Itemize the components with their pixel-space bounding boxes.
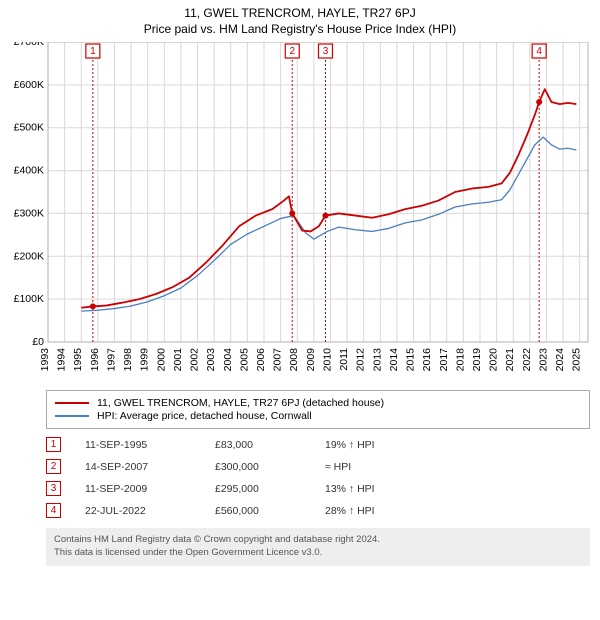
x-tick-label: 2010	[321, 348, 333, 372]
series-hpi	[81, 137, 576, 311]
legend-label: HPI: Average price, detached house, Corn…	[97, 410, 312, 422]
x-tick-label: 1996	[89, 348, 101, 372]
events-table: 1 11-SEP-1995£83,00019% ↑ HPI 2 14-SEP-2007…	[46, 437, 590, 518]
x-tick-label: 2003	[205, 348, 217, 372]
event-price: £295,000	[215, 483, 325, 495]
event-price: £560,000	[215, 505, 325, 517]
event-note: ≈ HPI	[325, 461, 351, 473]
x-tick-label: 2005	[238, 348, 250, 372]
x-tick-label: 2019	[471, 348, 483, 372]
footer-line-2: This data is licensed under the Open Gov…	[54, 547, 582, 560]
x-tick-label: 2024	[554, 348, 566, 372]
x-tick-label: 2002	[189, 348, 201, 372]
y-tick-label: £600K	[14, 79, 44, 91]
x-tick-label: 2023	[537, 348, 549, 372]
footer-line-1: Contains HM Land Registry data © Crown c…	[54, 534, 582, 547]
chart-marker-2: 2	[289, 46, 295, 57]
event-row: 3 11-SEP-2009£295,00013% ↑ HPI	[46, 481, 590, 496]
x-tick-label: 2016	[421, 348, 433, 372]
x-tick-label: 1993	[39, 348, 51, 372]
x-tick-label: 2013	[371, 348, 383, 372]
event-id-box: 2	[46, 459, 61, 474]
chart-titles: 11, GWEL TRENCROM, HAYLE, TR27 6PJ Price…	[0, 0, 600, 36]
x-tick-label: 1997	[105, 348, 117, 372]
event-note: 13% ↑ HPI	[325, 483, 375, 495]
legend-swatch	[55, 402, 89, 404]
event-price: £300,000	[215, 461, 325, 473]
event-date: 11-SEP-1995	[85, 439, 215, 451]
legend-swatch	[55, 415, 89, 416]
x-tick-label: 2004	[222, 348, 234, 372]
y-tick-label: £700K	[14, 42, 44, 48]
x-tick-label: 2021	[504, 348, 516, 372]
x-tick-label: 2006	[255, 348, 267, 372]
legend: 11, GWEL TRENCROM, HAYLE, TR27 6PJ (deta…	[46, 390, 590, 429]
x-tick-label: 2025	[571, 348, 583, 372]
event-date: 14-SEP-2007	[85, 461, 215, 473]
event-row: 2 14-SEP-2007£300,000≈ HPI	[46, 459, 590, 474]
x-tick-label: 2018	[454, 348, 466, 372]
x-tick-label: 2015	[405, 348, 417, 372]
x-tick-label: 1995	[72, 348, 84, 372]
x-tick-label: 2012	[355, 348, 367, 372]
x-tick-label: 2020	[488, 348, 500, 372]
event-date: 11-SEP-2009	[85, 483, 215, 495]
event-id-box: 4	[46, 503, 61, 518]
x-tick-label: 2009	[305, 348, 317, 372]
y-tick-label: £400K	[14, 165, 44, 177]
legend-item: HPI: Average price, detached house, Corn…	[55, 410, 581, 422]
x-tick-label: 1994	[56, 348, 68, 372]
x-tick-label: 1998	[122, 348, 134, 372]
chart-area: 1993 1994 1995 1996 1997 1998 1999 2000 2001 2002…	[0, 42, 600, 386]
event-dot	[90, 303, 96, 309]
event-date: 22-JUL-2022	[85, 505, 215, 517]
y-tick-label: £500K	[14, 122, 44, 134]
event-row: 4 22-JUL-2022£560,00028% ↑ HPI	[46, 503, 590, 518]
event-dot	[536, 99, 542, 105]
event-id-box: 3	[46, 481, 61, 496]
x-tick-label: 2011	[338, 348, 350, 371]
price-chart-svg: 1993 1994 1995 1996 1997 1998 1999 2000 2001 2002…	[0, 42, 600, 386]
y-tick-label: £100K	[14, 293, 44, 305]
event-price: £83,000	[215, 439, 325, 451]
x-tick-label: 1999	[139, 348, 151, 372]
legend-item: 11, GWEL TRENCROM, HAYLE, TR27 6PJ (deta…	[55, 397, 581, 409]
event-row: 1 11-SEP-1995£83,00019% ↑ HPI	[46, 437, 590, 452]
x-tick-label: 2001	[172, 348, 184, 372]
x-tick-label: 2022	[521, 348, 533, 372]
title-address: 11, GWEL TRENCROM, HAYLE, TR27 6PJ	[0, 6, 600, 20]
x-tick-label: 2007	[272, 348, 284, 372]
y-tick-label: £0	[32, 336, 44, 348]
event-note: 28% ↑ HPI	[325, 505, 375, 517]
y-tick-label: £200K	[14, 250, 44, 262]
x-tick-label: 2000	[155, 348, 167, 372]
x-tick-label: 2008	[288, 348, 300, 372]
event-id-box: 1	[46, 437, 61, 452]
x-tick-label: 2017	[438, 348, 450, 372]
event-note: 19% ↑ HPI	[325, 439, 375, 451]
y-tick-label: £300K	[14, 207, 44, 219]
footer-attribution: Contains HM Land Registry data © Crown c…	[46, 528, 590, 566]
title-subtitle: Price paid vs. HM Land Registry's House …	[0, 22, 600, 36]
chart-marker-1: 1	[90, 46, 96, 57]
legend-label: 11, GWEL TRENCROM, HAYLE, TR27 6PJ (deta…	[97, 397, 384, 409]
chart-marker-3: 3	[323, 46, 329, 57]
event-dot	[289, 210, 295, 216]
x-tick-label: 2014	[388, 348, 400, 372]
event-dot	[322, 213, 328, 219]
chart-marker-4: 4	[536, 46, 542, 57]
